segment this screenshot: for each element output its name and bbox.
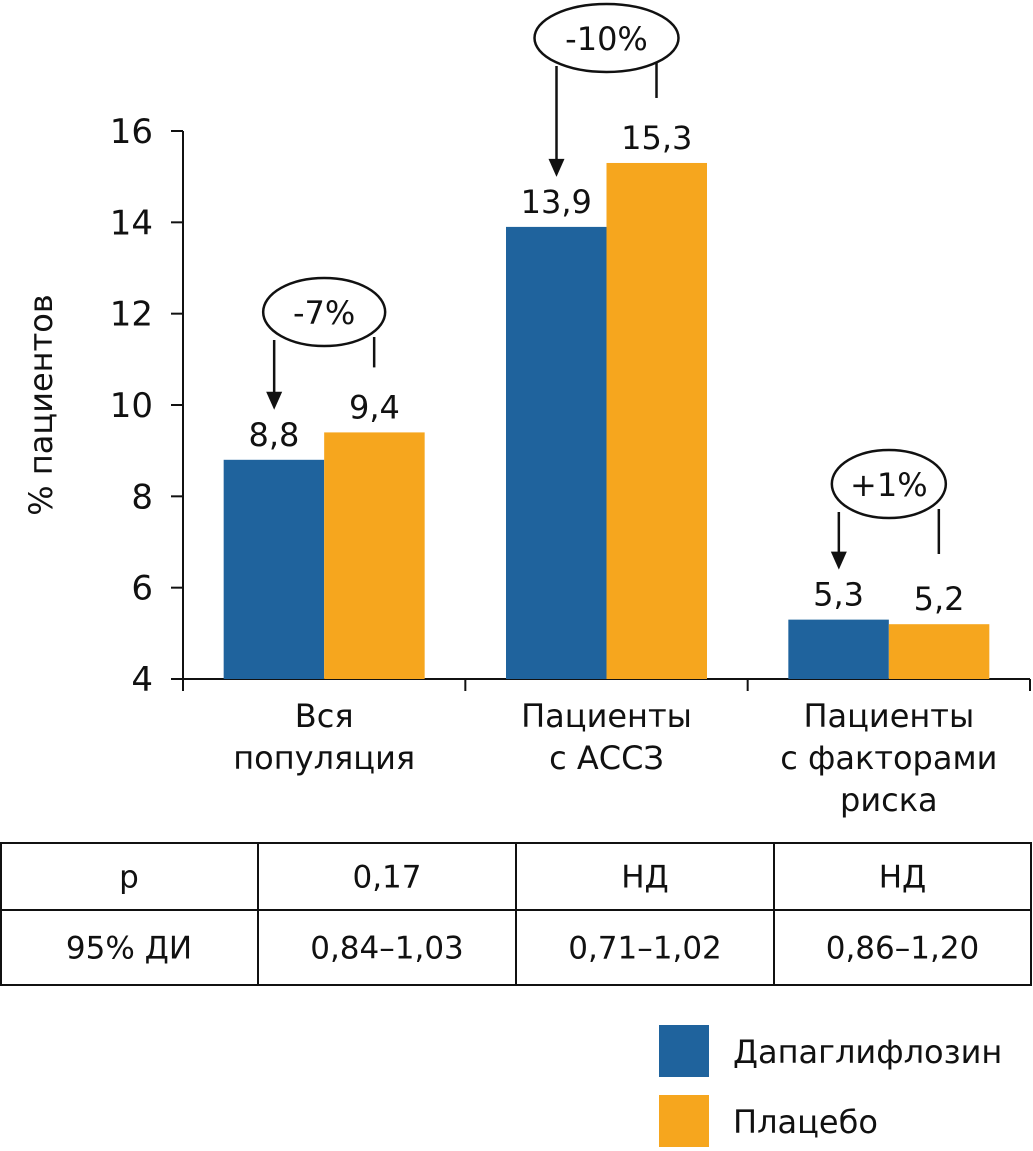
y-tick-label: 6: [131, 569, 153, 609]
annotation-label: -10%: [565, 20, 648, 58]
table-cell: 95% ДИ: [66, 931, 192, 967]
data-label: 13,9: [521, 183, 592, 221]
arrow-head-icon: [548, 158, 565, 177]
y-tick-label: 14: [110, 203, 153, 243]
table-cell: 0,86–1,20: [826, 931, 980, 967]
legend-swatch: [659, 1095, 709, 1147]
y-tick-label: 8: [131, 477, 153, 517]
arrow-head-icon: [830, 551, 847, 570]
table-cell: 0,84–1,03: [310, 931, 464, 967]
annotation-label: +1%: [850, 466, 928, 504]
bar-placebo: [324, 432, 425, 679]
y-tick-label: 16: [110, 112, 153, 152]
table-cell: 0,17: [352, 860, 421, 896]
bar-placebo: [606, 162, 707, 679]
bar-dapagliflozin: [506, 226, 607, 679]
data-label: 5,2: [914, 580, 965, 618]
y-tick-label: 10: [110, 386, 153, 426]
table-cell: НД: [621, 860, 669, 896]
data-label: 9,4: [349, 388, 400, 426]
bar-placebo: [888, 624, 990, 679]
annotation-ellipse: [830, 448, 948, 520]
y-tick-label: 4: [131, 660, 153, 700]
y-axis-label: % пациентов: [22, 294, 60, 515]
x-tick-label: Вся: [295, 697, 354, 735]
annotation-ellipse: [533, 2, 680, 74]
x-tick-label: Пациенты: [521, 697, 692, 735]
legend-label: Дапаглифлозин: [733, 1033, 1002, 1071]
x-tick-label: с АССЗ: [549, 739, 664, 777]
legend-label: Плацебо: [733, 1103, 878, 1141]
annotation-label: -7%: [293, 294, 355, 332]
bar-dapagliflozin: [788, 619, 889, 679]
data-label: 5,3: [813, 576, 864, 614]
x-tick-label: с факторами: [780, 739, 997, 777]
table-cell: p: [119, 860, 139, 896]
data-label: 15,3: [621, 119, 692, 157]
table-cell: НД: [879, 860, 927, 896]
x-tick-label: Пациенты: [803, 697, 974, 735]
annotation-ellipse: [261, 276, 387, 348]
arrow-head-icon: [266, 391, 283, 410]
x-tick-label: риска: [840, 781, 938, 819]
legend-swatch: [659, 1025, 709, 1077]
y-tick-label: 12: [110, 295, 153, 335]
bar-dapagliflozin: [223, 459, 325, 679]
x-tick-label: популяция: [233, 739, 415, 777]
data-label: 8,8: [248, 416, 299, 454]
table-cell: 0,71–1,02: [568, 931, 722, 967]
